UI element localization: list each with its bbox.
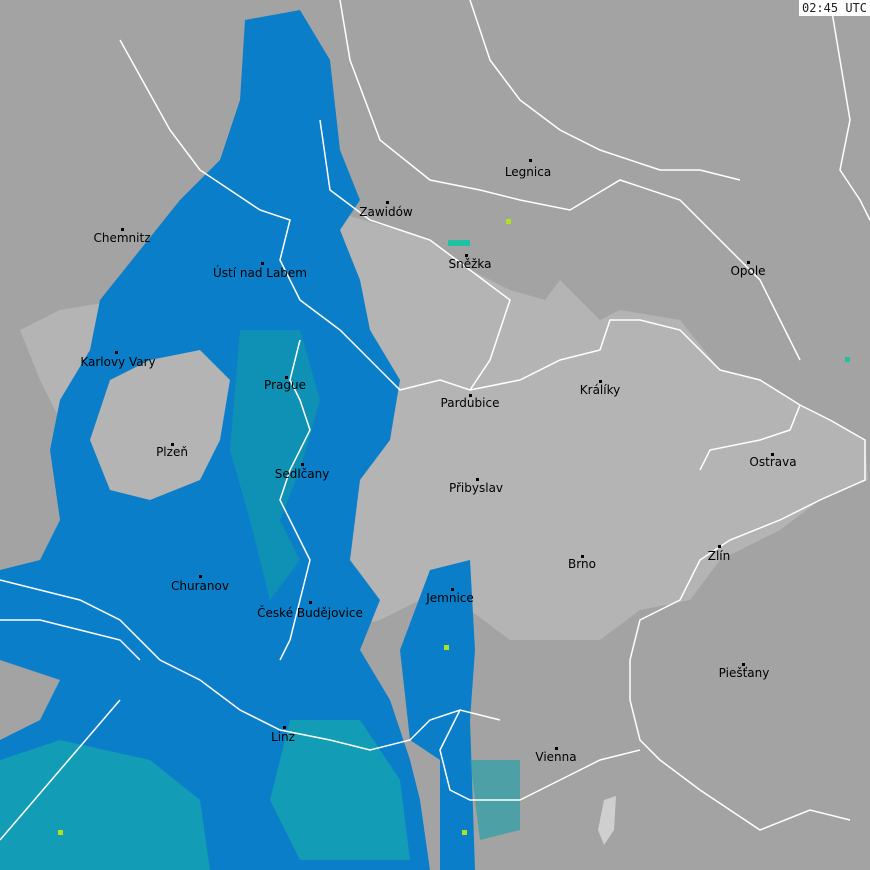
city-label: Jemnice: [426, 591, 474, 605]
city-marker: [599, 380, 602, 383]
city-label: Pardubice: [440, 396, 500, 410]
lake: [598, 796, 616, 845]
city-marker: [529, 159, 532, 162]
city-marker: [555, 747, 558, 750]
city-label: Chemnitz: [93, 231, 151, 245]
city-label: Legnica: [504, 165, 552, 179]
city-marker: [171, 443, 174, 446]
city-marker: [285, 376, 288, 379]
timestamp: 02:45 UTC: [798, 0, 870, 16]
city-marker: [309, 601, 312, 604]
radar-precipitation: [0, 10, 850, 870]
city-label: Linz: [271, 730, 295, 744]
city-marker: [469, 394, 472, 397]
city-marker: [465, 254, 468, 257]
city-marker: [451, 588, 454, 591]
city-label: Opole: [730, 264, 766, 278]
city-marker: [771, 453, 774, 456]
city-label: Plzeň: [156, 445, 188, 459]
city-marker: [121, 228, 124, 231]
city-label: Zawidów: [359, 205, 413, 219]
city-marker: [476, 478, 479, 481]
city-label: Piešťany: [718, 666, 770, 680]
city-marker: [386, 201, 389, 204]
city-marker: [115, 351, 118, 354]
city-label: České Budějovice: [257, 606, 363, 620]
city-marker: [301, 463, 304, 466]
city-label: Přibyslav: [448, 481, 504, 495]
city-label: Sněžka: [448, 257, 492, 271]
country-borders: [0, 0, 870, 841]
city-label: Brno: [568, 557, 596, 571]
city-marker: [199, 575, 202, 578]
city-marker: [718, 545, 721, 548]
city-marker: [261, 262, 264, 265]
city-label: Králíky: [579, 383, 621, 397]
city-label: Sedlčany: [274, 467, 330, 481]
city-label: Karlovy Vary: [80, 355, 156, 369]
city-label: Prague: [264, 378, 306, 392]
city-marker: [742, 663, 745, 666]
city-marker: [747, 261, 750, 264]
city-label: Ostrava: [749, 455, 797, 469]
city-label: Zlín: [707, 549, 731, 563]
city-label: Ústí nad Labem: [212, 266, 308, 280]
city-marker: [283, 726, 286, 729]
city-label: Churanov: [171, 579, 229, 593]
city-label: Vienna: [535, 750, 577, 764]
city-marker: [581, 555, 584, 558]
